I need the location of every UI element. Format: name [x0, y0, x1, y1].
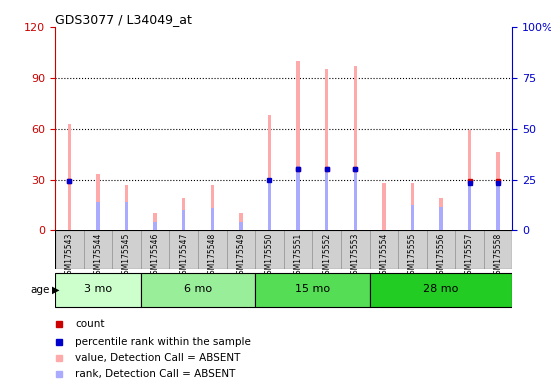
Bar	[96, 174, 100, 230]
Bar	[141, 230, 170, 269]
Bar	[226, 230, 255, 269]
Bar	[370, 230, 398, 269]
Bar	[370, 273, 512, 307]
Bar	[182, 198, 186, 230]
Bar	[255, 230, 284, 269]
Bar	[284, 230, 312, 269]
Text: GSM175545: GSM175545	[122, 232, 131, 279]
Bar	[410, 205, 414, 230]
Bar	[398, 230, 426, 269]
Text: 28 mo: 28 mo	[423, 284, 458, 294]
Text: percentile rank within the sample: percentile rank within the sample	[75, 337, 251, 347]
Bar	[96, 202, 100, 230]
Bar	[255, 273, 370, 307]
Text: GSM175555: GSM175555	[408, 232, 417, 279]
Bar	[439, 207, 442, 230]
Text: 6 mo: 6 mo	[184, 284, 212, 294]
Bar	[198, 230, 226, 269]
Text: count: count	[75, 319, 105, 329]
Bar	[496, 183, 500, 230]
Text: GDS3077 / L34049_at: GDS3077 / L34049_at	[55, 13, 192, 26]
Text: GSM175556: GSM175556	[436, 232, 445, 279]
Bar	[296, 166, 300, 230]
Bar	[125, 202, 128, 230]
Bar	[141, 273, 255, 307]
Bar	[354, 169, 357, 230]
Text: GSM175557: GSM175557	[465, 232, 474, 279]
Bar	[112, 230, 141, 269]
Bar	[239, 222, 242, 230]
Bar	[439, 198, 442, 230]
Bar	[468, 130, 471, 230]
Bar	[55, 273, 141, 307]
Bar	[268, 115, 271, 230]
Bar	[268, 180, 271, 230]
Bar	[410, 183, 414, 230]
Bar	[125, 185, 128, 230]
Text: GSM175554: GSM175554	[379, 232, 388, 279]
Bar	[312, 230, 341, 269]
Bar	[382, 183, 386, 230]
Text: ▶: ▶	[52, 285, 60, 295]
Bar	[84, 230, 112, 269]
Text: GSM175550: GSM175550	[265, 232, 274, 279]
Text: GSM175558: GSM175558	[494, 232, 503, 278]
Text: rank, Detection Call = ABSENT: rank, Detection Call = ABSENT	[75, 369, 235, 379]
Text: GSM175548: GSM175548	[208, 232, 217, 278]
Text: GSM175551: GSM175551	[294, 232, 302, 278]
Text: age: age	[30, 285, 50, 295]
Text: GSM175546: GSM175546	[150, 232, 160, 279]
Text: GSM175543: GSM175543	[65, 232, 74, 279]
Bar	[170, 230, 198, 269]
Bar	[341, 230, 370, 269]
Text: value, Detection Call = ABSENT: value, Detection Call = ABSENT	[75, 353, 240, 363]
Bar	[426, 230, 455, 269]
Bar	[484, 230, 512, 269]
Text: GSM175549: GSM175549	[236, 232, 245, 279]
Bar	[239, 214, 242, 230]
Bar	[68, 124, 71, 230]
Text: GSM175544: GSM175544	[94, 232, 102, 279]
Bar	[153, 214, 157, 230]
Text: 3 mo: 3 mo	[84, 284, 112, 294]
Bar	[354, 66, 357, 230]
Bar	[455, 230, 484, 269]
Text: GSM175553: GSM175553	[351, 232, 360, 279]
Bar	[55, 230, 84, 269]
Bar	[296, 61, 300, 230]
Bar	[210, 209, 214, 230]
Bar	[153, 222, 157, 230]
Text: 15 mo: 15 mo	[295, 284, 330, 294]
Bar	[210, 185, 214, 230]
Text: GSM175547: GSM175547	[179, 232, 188, 279]
Bar	[182, 210, 186, 230]
Bar	[325, 69, 328, 230]
Bar	[496, 152, 500, 230]
Bar	[325, 169, 328, 230]
Text: GSM175552: GSM175552	[322, 232, 331, 278]
Bar	[468, 183, 471, 230]
